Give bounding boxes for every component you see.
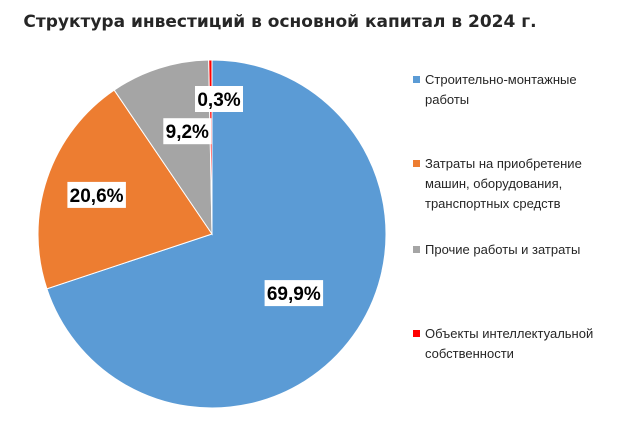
chart-title: Структура инвестиций в основной капитал … bbox=[23, 12, 537, 32]
slice-label-construction-bg bbox=[264, 280, 324, 307]
legend-swatch-machinery bbox=[413, 160, 420, 167]
legend-label-machinery: Затраты на приобретение машин, оборудова… bbox=[425, 156, 582, 211]
legend-label-construction: Строительно-монтажные работы bbox=[425, 72, 577, 107]
legend-item-construction: Строительно-монтажные работы bbox=[413, 70, 638, 110]
slice-other bbox=[113, 59, 213, 236]
slice-label-machinery: 20,6% bbox=[70, 186, 124, 207]
slice-construction bbox=[46, 59, 387, 409]
slice-label-other: 9,2% bbox=[166, 122, 209, 143]
legend-item-other: Прочие работы и затраты bbox=[413, 240, 638, 260]
legend-swatch-intellectual bbox=[413, 330, 420, 337]
slice-label-intellectual: 0,3% bbox=[197, 90, 240, 111]
slice-label-machinery-bg bbox=[67, 181, 126, 208]
legend-swatch-other bbox=[413, 246, 420, 253]
legend-item-machinery: Затраты на приобретение машин, оборудова… bbox=[413, 154, 638, 214]
slice-label-intellectual-bg bbox=[195, 86, 243, 112]
legend-label-intellectual: Объекты интеллектуальной собственности bbox=[425, 326, 594, 361]
legend-label-other: Прочие работы и затраты bbox=[425, 242, 581, 257]
legend-item-intellectual: Объекты интеллектуальной собственности bbox=[413, 324, 638, 364]
slice-label-other-bg bbox=[163, 118, 212, 145]
slice-label-construction: 69,9% bbox=[267, 284, 321, 305]
legend-swatch-construction bbox=[413, 76, 420, 83]
